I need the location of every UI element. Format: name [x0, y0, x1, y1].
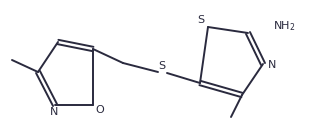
Text: S: S: [198, 15, 204, 25]
Text: S: S: [159, 61, 165, 71]
Text: O: O: [96, 105, 104, 115]
Text: N: N: [268, 60, 276, 70]
Text: N: N: [50, 107, 58, 117]
Text: NH$_2$: NH$_2$: [273, 19, 295, 33]
